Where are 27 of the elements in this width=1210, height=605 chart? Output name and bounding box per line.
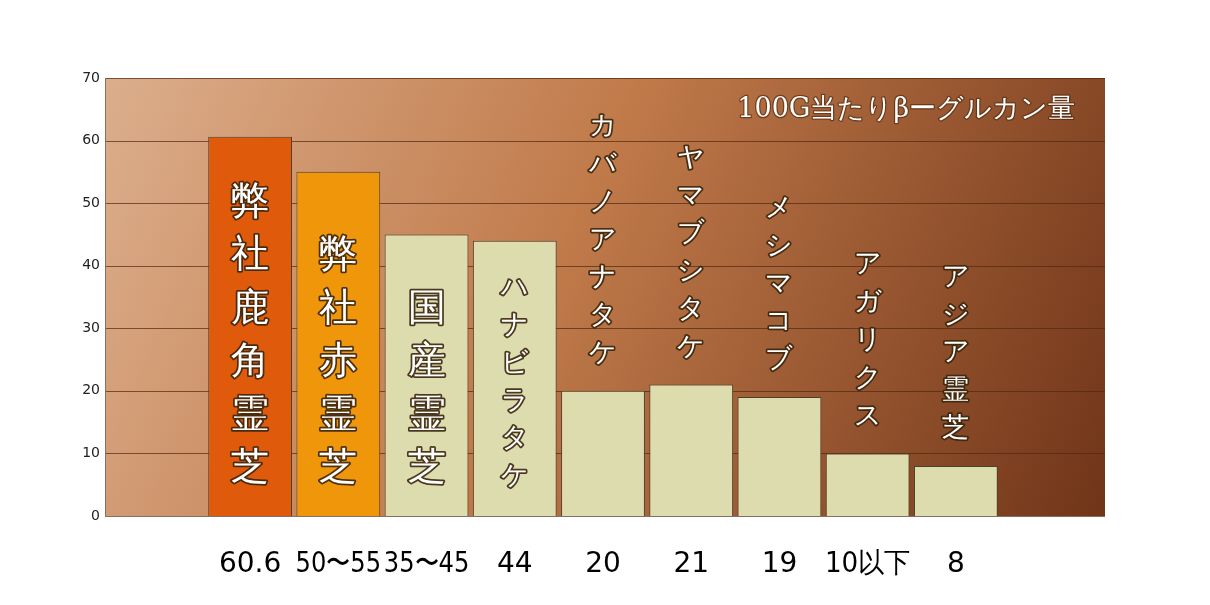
- y-tick-label: 0: [91, 506, 100, 523]
- data-label: 60.6: [218, 546, 282, 580]
- x-tick-label: ヤマブシタケ: [677, 140, 706, 361]
- data-label: 50〜55: [295, 546, 382, 579]
- y-tick-label: 60: [82, 131, 100, 148]
- text: 100G当たりβーグルカン量: [737, 92, 1075, 124]
- x-tick-label: 弊社赤霊芝: [319, 231, 358, 489]
- x-tick-label: 国産霊芝: [407, 284, 446, 489]
- data-label: 10以下: [824, 546, 911, 579]
- data-label: 20: [585, 546, 621, 580]
- x-tick-label: 弊社鹿角霊芝: [231, 178, 270, 489]
- x-tick-label: アガリクス: [853, 247, 882, 430]
- y-tick-label: 50: [82, 193, 100, 210]
- data-label: 44: [496, 546, 533, 580]
- x-tick-label: カバノアナタケ: [588, 109, 617, 367]
- data-label: 35〜45: [383, 546, 470, 579]
- x-tick-label: メシマコブ: [765, 191, 794, 374]
- y-tick-label: 10: [82, 444, 100, 461]
- y-tick-label: 70: [82, 68, 100, 85]
- data-label: 8: [946, 546, 965, 580]
- data-label: 21: [673, 546, 710, 580]
- y-tick-label: 40: [82, 256, 100, 273]
- data-label: 19: [761, 546, 798, 580]
- x-tick-label: ハナビラタケ: [499, 270, 529, 491]
- y-tick-label: 20: [82, 381, 100, 398]
- y-tick-label: 30: [82, 318, 100, 335]
- x-tick-label: アジア霊芝: [941, 259, 970, 443]
